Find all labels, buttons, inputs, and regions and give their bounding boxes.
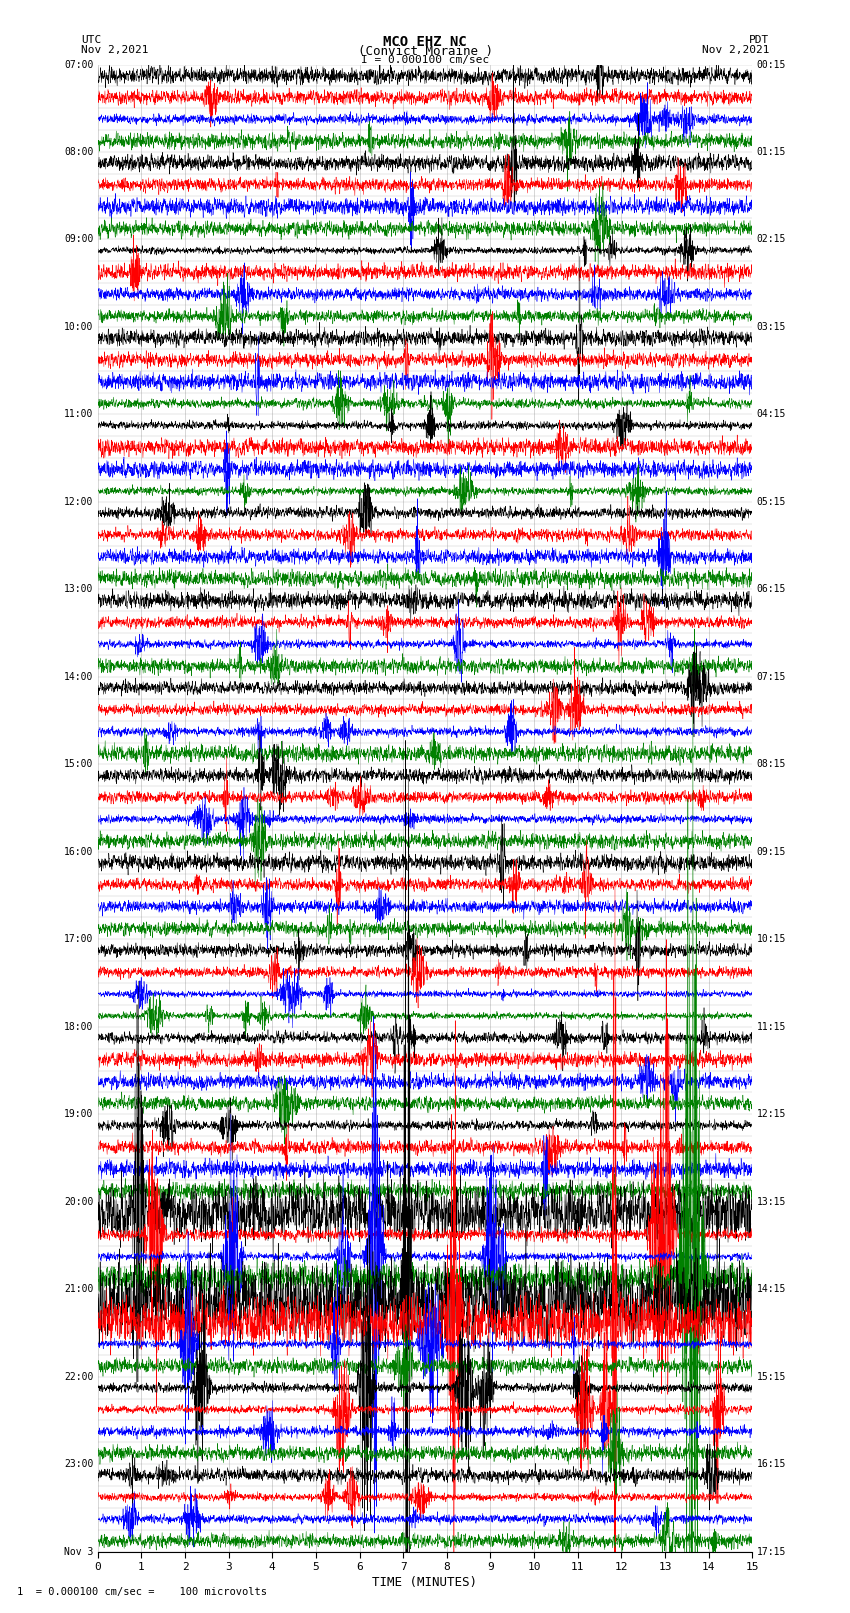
Text: 00:15: 00:15 (756, 60, 785, 69)
Text: 16:00: 16:00 (65, 847, 94, 857)
Text: 01:15: 01:15 (756, 147, 785, 156)
Text: 03:15: 03:15 (756, 323, 785, 332)
Text: 12:15: 12:15 (756, 1110, 785, 1119)
Text: 07:15: 07:15 (756, 673, 785, 682)
Text: Nov 2,2021: Nov 2,2021 (702, 45, 769, 55)
Text: 08:00: 08:00 (65, 147, 94, 156)
Text: 10:15: 10:15 (756, 934, 785, 944)
Text: 18:00: 18:00 (65, 1021, 94, 1032)
Text: 15:15: 15:15 (756, 1371, 785, 1382)
Text: 08:15: 08:15 (756, 760, 785, 769)
Text: 16:15: 16:15 (756, 1460, 785, 1469)
Text: 05:15: 05:15 (756, 497, 785, 506)
Text: Nov 2,2021: Nov 2,2021 (81, 45, 148, 55)
Text: UTC: UTC (81, 35, 101, 45)
Text: 19:00: 19:00 (65, 1110, 94, 1119)
Text: 10:00: 10:00 (65, 323, 94, 332)
Text: PDT: PDT (749, 35, 769, 45)
Text: 13:00: 13:00 (65, 584, 94, 595)
Text: Nov 3: Nov 3 (65, 1547, 94, 1557)
Text: 07:00: 07:00 (65, 60, 94, 69)
Text: 12:00: 12:00 (65, 497, 94, 506)
Text: 09:00: 09:00 (65, 234, 94, 245)
X-axis label: TIME (MINUTES): TIME (MINUTES) (372, 1576, 478, 1589)
Text: 02:15: 02:15 (756, 234, 785, 245)
Text: 15:00: 15:00 (65, 760, 94, 769)
Text: 1  = 0.000100 cm/sec =    100 microvolts: 1 = 0.000100 cm/sec = 100 microvolts (17, 1587, 267, 1597)
Text: 21:00: 21:00 (65, 1284, 94, 1294)
Text: 14:00: 14:00 (65, 673, 94, 682)
Text: 14:15: 14:15 (756, 1284, 785, 1294)
Text: 23:00: 23:00 (65, 1460, 94, 1469)
Text: 09:15: 09:15 (756, 847, 785, 857)
Text: 06:15: 06:15 (756, 584, 785, 595)
Text: 22:00: 22:00 (65, 1371, 94, 1382)
Text: 04:15: 04:15 (756, 410, 785, 419)
Text: (Convict Moraine ): (Convict Moraine ) (358, 45, 492, 58)
Text: MCO EHZ NC: MCO EHZ NC (383, 35, 467, 50)
Text: I = 0.000100 cm/sec: I = 0.000100 cm/sec (361, 55, 489, 65)
Text: 17:00: 17:00 (65, 934, 94, 944)
Text: 11:15: 11:15 (756, 1021, 785, 1032)
Text: 13:15: 13:15 (756, 1197, 785, 1207)
Text: 11:00: 11:00 (65, 410, 94, 419)
Text: 17:15: 17:15 (756, 1547, 785, 1557)
Text: 20:00: 20:00 (65, 1197, 94, 1207)
